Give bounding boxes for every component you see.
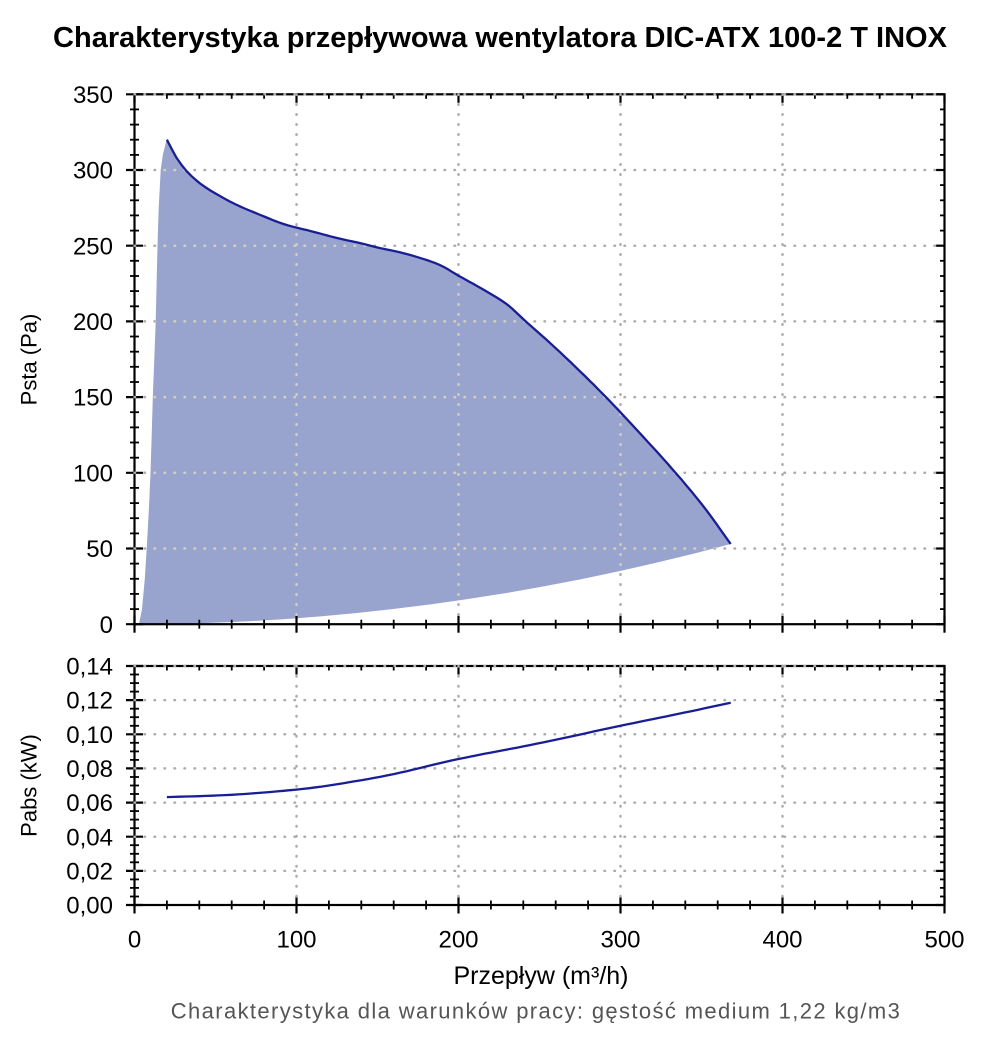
svg-text:100: 100 bbox=[73, 460, 113, 487]
svg-text:0,06: 0,06 bbox=[66, 790, 113, 817]
svg-text:0,02: 0,02 bbox=[66, 859, 113, 886]
svg-text:0,14: 0,14 bbox=[66, 654, 113, 681]
svg-text:150: 150 bbox=[73, 385, 113, 412]
svg-text:0,08: 0,08 bbox=[66, 756, 113, 783]
svg-text:Pabs (kW): Pabs (kW) bbox=[17, 734, 42, 837]
svg-text:Przepływ (m³/h): Przepływ (m³/h) bbox=[453, 962, 628, 990]
svg-text:0,04: 0,04 bbox=[66, 824, 113, 851]
svg-text:300: 300 bbox=[600, 927, 640, 954]
svg-text:0: 0 bbox=[100, 612, 113, 639]
svg-text:0,10: 0,10 bbox=[66, 722, 113, 749]
svg-text:400: 400 bbox=[762, 927, 802, 954]
svg-text:0: 0 bbox=[128, 927, 141, 954]
svg-text:Charakterystyka dla warunków p: Charakterystyka dla warunków pracy: gęst… bbox=[171, 999, 901, 1024]
svg-text:Psta (Pa): Psta (Pa) bbox=[17, 314, 42, 406]
svg-text:100: 100 bbox=[276, 927, 316, 954]
svg-text:500: 500 bbox=[924, 927, 964, 954]
svg-text:350: 350 bbox=[73, 82, 113, 109]
svg-text:0,00: 0,00 bbox=[66, 893, 113, 920]
svg-text:50: 50 bbox=[86, 536, 113, 563]
svg-text:Charakterystyka przepływowa we: Charakterystyka przepływowa wentylatora … bbox=[53, 22, 948, 54]
svg-text:200: 200 bbox=[438, 927, 478, 954]
svg-text:250: 250 bbox=[73, 233, 113, 260]
svg-text:0,12: 0,12 bbox=[66, 688, 113, 715]
svg-text:300: 300 bbox=[73, 158, 113, 185]
svg-text:200: 200 bbox=[73, 309, 113, 336]
